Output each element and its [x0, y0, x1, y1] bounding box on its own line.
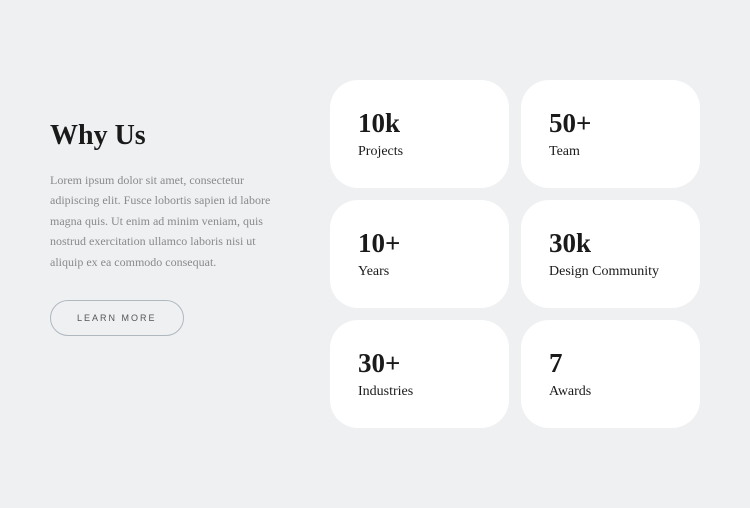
stat-card: 30+ Industries	[330, 320, 509, 428]
why-us-section: Why Us Lorem ipsum dolor sit amet, conse…	[50, 80, 700, 428]
stat-card: 10+ Years	[330, 200, 509, 308]
stat-card: 10k Projects	[330, 80, 509, 188]
stat-card: 30k Design Community	[521, 200, 700, 308]
stat-label: Team	[549, 144, 672, 160]
stat-value: 10k	[358, 108, 481, 139]
text-column: Why Us Lorem ipsum dolor sit amet, conse…	[50, 80, 290, 336]
stat-label: Awards	[549, 384, 672, 400]
stat-value: 10+	[358, 228, 481, 259]
section-description: Lorem ipsum dolor sit amet, consectetur …	[50, 170, 290, 272]
stat-label: Industries	[358, 384, 481, 400]
stat-value: 7	[549, 348, 672, 379]
stat-value: 50+	[549, 108, 672, 139]
section-heading: Why Us	[50, 120, 290, 152]
stat-card: 7 Awards	[521, 320, 700, 428]
stat-label: Design Community	[549, 264, 672, 280]
stat-label: Projects	[358, 144, 481, 160]
stat-value: 30+	[358, 348, 481, 379]
stat-card: 50+ Team	[521, 80, 700, 188]
learn-more-button[interactable]: LEARN MORE	[50, 300, 184, 336]
stat-value: 30k	[549, 228, 672, 259]
stats-grid: 10k Projects 50+ Team 10+ Years 30k Desi…	[330, 80, 700, 428]
stat-label: Years	[358, 264, 481, 280]
